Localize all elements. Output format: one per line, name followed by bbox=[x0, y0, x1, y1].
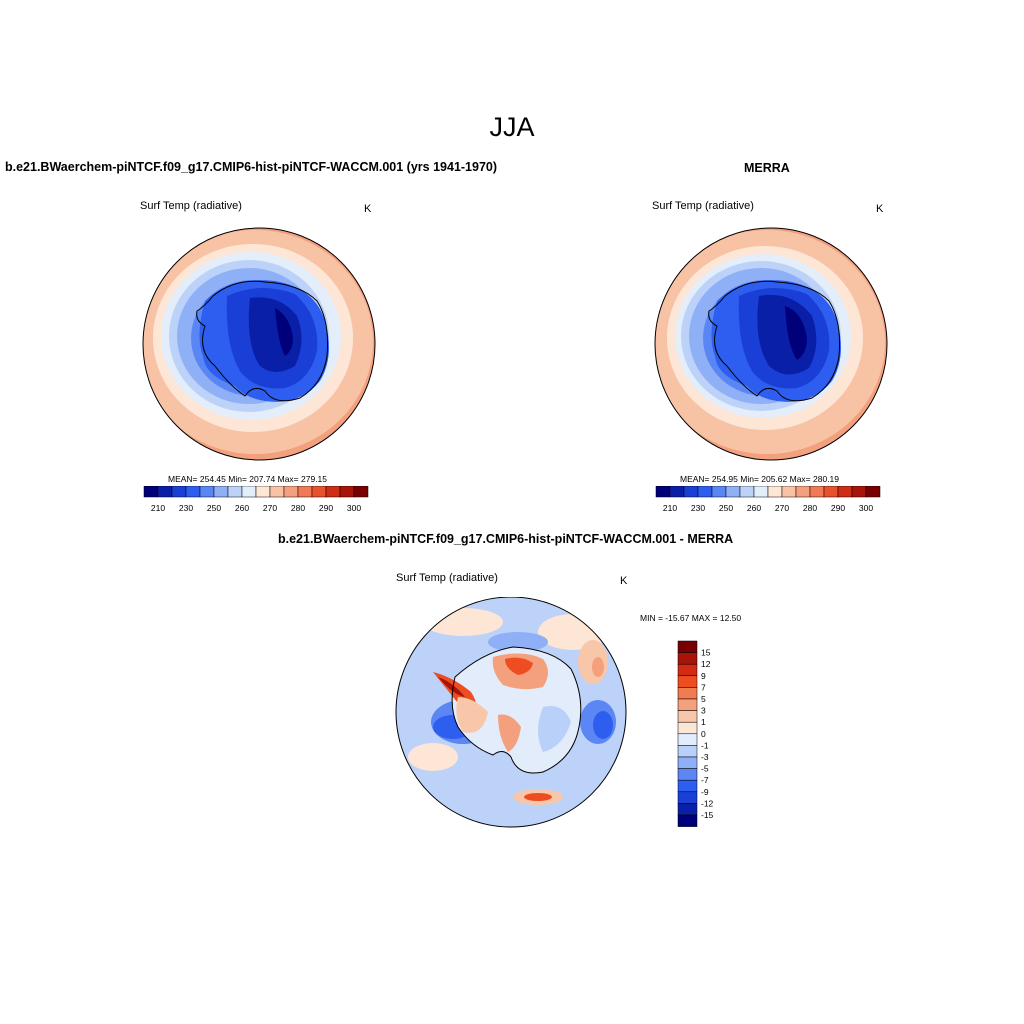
colorbar-swatch bbox=[677, 640, 698, 653]
top-left-variable-label: Surf Temp (radiative) bbox=[140, 200, 242, 212]
colorbar-tick-label: 0 bbox=[701, 729, 706, 739]
colorbar-swatch bbox=[677, 698, 698, 711]
colorbar-swatch bbox=[677, 675, 698, 688]
top-right-stats: MEAN= 254.95 Min= 205.62 Max= 280.19 bbox=[680, 474, 840, 484]
colorbar-tick-label: 300 bbox=[347, 503, 361, 513]
colorbar-swatch bbox=[677, 663, 698, 677]
colorbar-swatch bbox=[255, 486, 271, 498]
colorbar-tick-label: 210 bbox=[151, 503, 165, 513]
colorbar-tick-label: -9 bbox=[701, 787, 709, 797]
bottom-case-title: b.e21.BWaerchem-piNTCF.f09_g17.CMIP6-his… bbox=[278, 532, 734, 546]
colorbar-swatch bbox=[677, 652, 698, 665]
colorbar-tick-label: -3 bbox=[701, 752, 709, 762]
colorbar-swatch bbox=[781, 486, 797, 498]
colorbar-swatch bbox=[669, 486, 685, 498]
colorbar-tick-label: 300 bbox=[859, 503, 873, 513]
colorbar-tick-label: 290 bbox=[831, 503, 845, 513]
colorbar-tick-label: 230 bbox=[179, 503, 193, 513]
colorbar-tick-label: -12 bbox=[701, 798, 714, 808]
colorbar-swatch bbox=[311, 486, 327, 498]
colorbar-tick-label: 230 bbox=[691, 503, 705, 513]
colorbar-swatch bbox=[677, 756, 698, 769]
figure-title: JJA bbox=[489, 112, 535, 142]
colorbar-swatch bbox=[753, 486, 769, 498]
colorbar-tick-label: 9 bbox=[701, 671, 706, 681]
colorbar-swatch bbox=[185, 486, 201, 498]
colorbar-tick-label: 5 bbox=[701, 694, 706, 704]
colorbar-swatch bbox=[851, 486, 867, 498]
top-left-colorbar: 210 230 250 260 270 280 290 300 bbox=[143, 486, 369, 513]
colorbar-swatch bbox=[339, 486, 355, 498]
top-left-stats: MEAN= 254.45 Min= 207.74 Max= 279.15 bbox=[168, 474, 328, 484]
colorbar-tick-label: 210 bbox=[663, 503, 677, 513]
colorbar-swatch bbox=[711, 486, 727, 498]
top-right-units-label: K bbox=[876, 203, 884, 215]
top-right-polar-map bbox=[654, 227, 888, 461]
colorbar-swatch bbox=[725, 486, 741, 498]
top-right-colorbar: 210 230 250 260 270 280 290 300 bbox=[655, 486, 881, 513]
colorbar-swatch bbox=[157, 486, 173, 498]
colorbar-swatch bbox=[213, 486, 229, 498]
colorbar-swatch bbox=[677, 710, 698, 723]
colorbar-swatch bbox=[283, 486, 299, 498]
colorbar-tick-label: 7 bbox=[701, 682, 706, 692]
colorbar-tick-label: -5 bbox=[701, 764, 709, 774]
colorbar-swatch bbox=[767, 486, 783, 498]
colorbar-swatch bbox=[677, 733, 698, 746]
top-right-case-title: MERRA bbox=[744, 161, 790, 175]
bottom-difference-polar-map bbox=[395, 597, 627, 828]
colorbar-tick-label: 250 bbox=[207, 503, 221, 513]
colorbar-tick-label: -15 bbox=[701, 810, 714, 820]
colorbar-swatch bbox=[837, 486, 853, 498]
colorbar-tick-label: 12 bbox=[701, 659, 711, 669]
colorbar-swatch bbox=[865, 486, 881, 498]
colorbar-tick-label: 280 bbox=[803, 503, 817, 513]
colorbar-tick-label: 1 bbox=[701, 717, 706, 727]
colorbar-swatch bbox=[823, 486, 839, 498]
colorbar-tick-label: -7 bbox=[701, 775, 709, 785]
colorbar-swatch bbox=[227, 486, 243, 498]
colorbar-swatch bbox=[677, 791, 698, 804]
colorbar-swatch bbox=[269, 486, 285, 498]
colorbar-swatch bbox=[677, 814, 698, 827]
colorbar-swatch bbox=[697, 486, 713, 498]
colorbar-swatch bbox=[143, 486, 159, 498]
colorbar-tick-label: 280 bbox=[291, 503, 305, 513]
colorbar-swatch bbox=[683, 486, 699, 498]
colorbar-swatch bbox=[677, 745, 698, 758]
bottom-variable-label: Surf Temp (radiative) bbox=[396, 572, 498, 584]
colorbar-swatch bbox=[199, 486, 215, 498]
colorbar-swatch bbox=[325, 486, 341, 498]
colorbar-swatch bbox=[739, 486, 755, 498]
colorbar-swatch bbox=[677, 803, 698, 816]
top-left-units-label: K bbox=[364, 203, 372, 215]
colorbar-swatch bbox=[353, 486, 369, 498]
colorbar-tick-label: 260 bbox=[235, 503, 249, 513]
colorbar-tick-label: 3 bbox=[701, 706, 706, 716]
colorbar-tick-label: 15 bbox=[701, 648, 711, 658]
colorbar-tick-label: 260 bbox=[747, 503, 761, 513]
colorbar-tick-label: 250 bbox=[719, 503, 733, 513]
colorbar-swatch bbox=[677, 721, 698, 735]
colorbar-swatch bbox=[241, 486, 257, 498]
top-right-variable-label: Surf Temp (radiative) bbox=[652, 200, 754, 212]
colorbar-swatch bbox=[677, 768, 698, 781]
colorbar-swatch bbox=[677, 779, 698, 793]
top-left-case-title: b.e21.BWaerchem-piNTCF.f09_g17.CMIP6-his… bbox=[5, 160, 498, 174]
bottom-units-label: K bbox=[620, 575, 628, 587]
colorbar-swatch bbox=[655, 486, 671, 498]
colorbar-swatch bbox=[809, 486, 825, 498]
colorbar-swatch bbox=[171, 486, 187, 498]
bottom-stats: MIN = -15.67 MAX = 12.50 bbox=[640, 613, 742, 623]
colorbar-tick-label: 290 bbox=[319, 503, 333, 513]
colorbar-swatch bbox=[297, 486, 313, 498]
colorbar-tick-label: 270 bbox=[775, 503, 789, 513]
colorbar-swatch bbox=[795, 486, 811, 498]
colorbar-swatch bbox=[677, 687, 698, 700]
top-left-polar-map bbox=[142, 227, 376, 461]
colorbar-tick-label: 270 bbox=[263, 503, 277, 513]
colorbar-tick-label: -1 bbox=[701, 740, 709, 750]
